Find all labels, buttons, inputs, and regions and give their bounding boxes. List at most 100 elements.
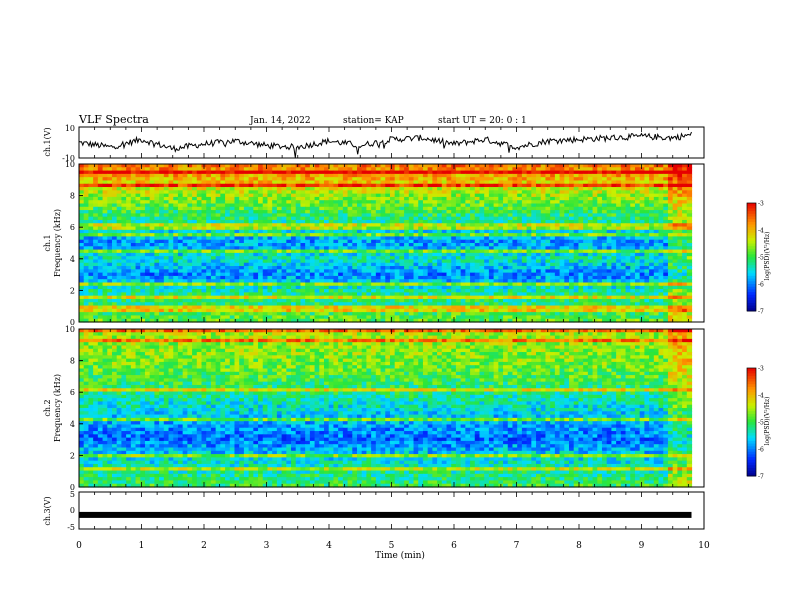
spectrogram-cell — [225, 249, 231, 254]
spectrogram-cell — [121, 216, 127, 221]
spectrogram-cell — [291, 206, 297, 211]
spectrogram-cell — [479, 229, 485, 234]
spectrogram-cell — [385, 243, 391, 247]
spectrogram-cell — [135, 180, 141, 185]
spectrogram-cell — [587, 170, 594, 175]
spectrogram-cell — [229, 259, 236, 264]
spectrogram-cell — [192, 219, 198, 224]
spectrogram-cell — [451, 196, 457, 201]
spectrogram-cell — [356, 164, 363, 168]
spectrogram-cell — [559, 246, 565, 251]
spectrogram-cell — [324, 203, 330, 208]
spectrogram-cell — [258, 213, 264, 218]
spectrogram-cell — [159, 259, 165, 264]
spectrogram-cell — [484, 249, 490, 254]
spectrogram-cell — [385, 239, 391, 244]
spectrogram-cell — [488, 210, 495, 214]
spectrogram-cell — [291, 226, 297, 231]
spectrogram-cell — [324, 249, 330, 254]
spectrogram-cell — [111, 275, 118, 280]
spectrogram-cell — [239, 216, 245, 221]
spectrogram-cell — [592, 272, 598, 277]
spectrogram-cell — [116, 167, 122, 172]
spectrogram-cell — [597, 190, 603, 195]
spectrogram-cell — [427, 269, 433, 274]
spectrogram-cell — [328, 206, 335, 211]
spectrogram-cell — [667, 269, 674, 274]
spectrogram-cell — [371, 259, 377, 264]
spectrogram-cell — [126, 177, 132, 182]
spectrogram-cell — [215, 236, 221, 241]
spectrogram-cell — [159, 272, 165, 277]
spectrogram-cell — [107, 269, 113, 274]
spectrogram-cell — [601, 200, 608, 205]
spectrogram-cell — [653, 164, 660, 168]
spectrogram-cell — [177, 210, 184, 214]
spectrogram-cell — [389, 183, 396, 188]
spectrogram-cell — [135, 243, 141, 247]
spectrogram-cell — [305, 180, 311, 185]
spectrogram-cell — [187, 262, 193, 267]
spectrogram-cell — [93, 196, 99, 201]
spectrogram-cell — [196, 170, 203, 175]
spectrogram-cell — [291, 259, 297, 264]
spectrogram-cell — [347, 275, 353, 280]
spectrogram-cell — [366, 206, 372, 211]
spectrogram-cell — [173, 259, 179, 264]
spectrogram-cell — [507, 226, 514, 231]
spectrogram-cell — [272, 206, 278, 211]
spectrogram-cell — [408, 272, 415, 277]
spectrogram-cell — [262, 252, 269, 257]
spectrogram-cell — [258, 269, 264, 274]
spectrogram-cell — [606, 269, 612, 274]
spectrogram-cell — [371, 180, 377, 185]
spectrogram-cell — [144, 259, 151, 264]
spectrogram-cell — [154, 266, 160, 270]
spectrogram-cell — [135, 223, 141, 228]
spectrogram-cell — [503, 213, 509, 218]
spectrogram-cell — [196, 206, 203, 211]
spectrogram-cell — [630, 167, 636, 172]
spectrogram-cell — [267, 173, 273, 178]
spectrogram-cell — [177, 219, 184, 224]
spectrogram-cell — [300, 246, 306, 251]
spectrogram-cell — [432, 246, 438, 251]
spectrogram-cell — [672, 177, 678, 182]
spectrogram-cell — [644, 223, 650, 228]
spectrogram-cell — [616, 183, 622, 188]
spectrogram-cell — [672, 193, 678, 198]
spectrogram-cell — [342, 262, 349, 267]
spectrogram-cell — [102, 180, 108, 185]
spectrogram-cell — [196, 266, 203, 270]
spectrogram-cell — [488, 177, 495, 182]
spectrogram-cell — [559, 196, 565, 201]
spectrogram-cell — [239, 269, 245, 274]
spectrogram-cell — [625, 180, 631, 185]
spectrogram-cell — [394, 187, 400, 191]
spectrogram-cell — [616, 190, 622, 195]
spectrogram-cell — [229, 269, 236, 274]
spectrogram-cell — [427, 239, 433, 244]
spectrogram-cell — [427, 193, 433, 198]
spectrogram-cell — [380, 246, 386, 251]
spectrogram-cell — [356, 219, 363, 224]
spectrogram-cell — [606, 167, 612, 172]
spectrogram-cell — [677, 164, 683, 168]
spectrogram-cell — [484, 216, 490, 221]
spectrogram-cell — [446, 210, 452, 214]
spectrogram-cell — [107, 203, 113, 208]
spectrogram-cell — [634, 170, 641, 175]
spectrogram-cell — [380, 210, 386, 214]
spectrogram-cell — [126, 243, 132, 247]
spectrogram-cell — [234, 187, 240, 191]
spectrogram-cell — [592, 243, 598, 247]
spectrogram-cell — [168, 203, 174, 208]
spectrogram-cell — [385, 210, 391, 214]
spectrogram-cell — [168, 275, 174, 280]
spectrogram-cell — [517, 269, 523, 274]
spectrogram-cell — [116, 226, 122, 231]
spectrogram-cell — [578, 252, 584, 257]
spectrogram-cell — [649, 252, 655, 257]
spectrogram-cell — [601, 187, 608, 191]
spectrogram-cell — [507, 275, 514, 280]
